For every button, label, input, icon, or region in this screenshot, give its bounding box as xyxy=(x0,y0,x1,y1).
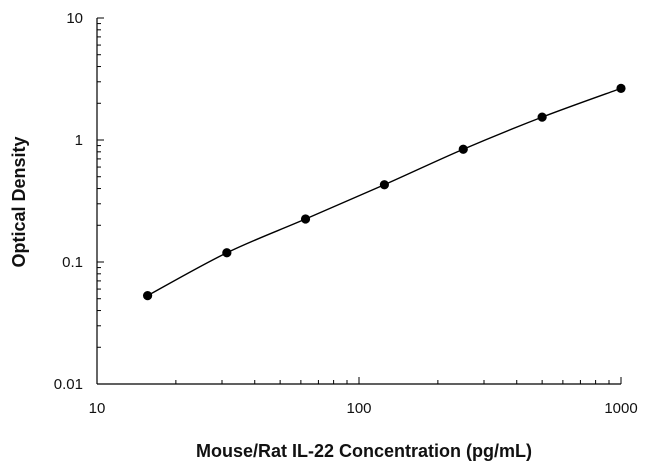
y-axis-title: Optical Density xyxy=(9,136,29,267)
data-point xyxy=(300,214,311,224)
x-tick-label: 1000 xyxy=(604,400,637,417)
fit-curve xyxy=(147,87,622,297)
data-point xyxy=(142,291,153,301)
x-tick-label: 100 xyxy=(346,400,371,417)
axes xyxy=(96,18,621,385)
data-points xyxy=(142,83,626,301)
y-tick-label: 0.1 xyxy=(62,254,83,271)
data-point xyxy=(616,83,626,93)
x-tick-label: 10 xyxy=(89,400,106,417)
y-tick-label: 0.01 xyxy=(54,376,83,393)
data-point xyxy=(537,112,547,122)
data-point xyxy=(379,180,389,190)
fit-line xyxy=(147,87,622,297)
axis-tick-labels: 0.01 0.1 1 10 10 100 1000 xyxy=(54,10,638,417)
axis-ticks xyxy=(96,17,622,385)
x-axis-title: Mouse/Rat IL-22 Concentration (pg/mL) xyxy=(196,441,532,461)
data-point xyxy=(458,144,468,154)
y-tick-label: 1 xyxy=(75,132,83,149)
data-point xyxy=(222,248,232,258)
y-tick-label: 10 xyxy=(66,10,83,27)
